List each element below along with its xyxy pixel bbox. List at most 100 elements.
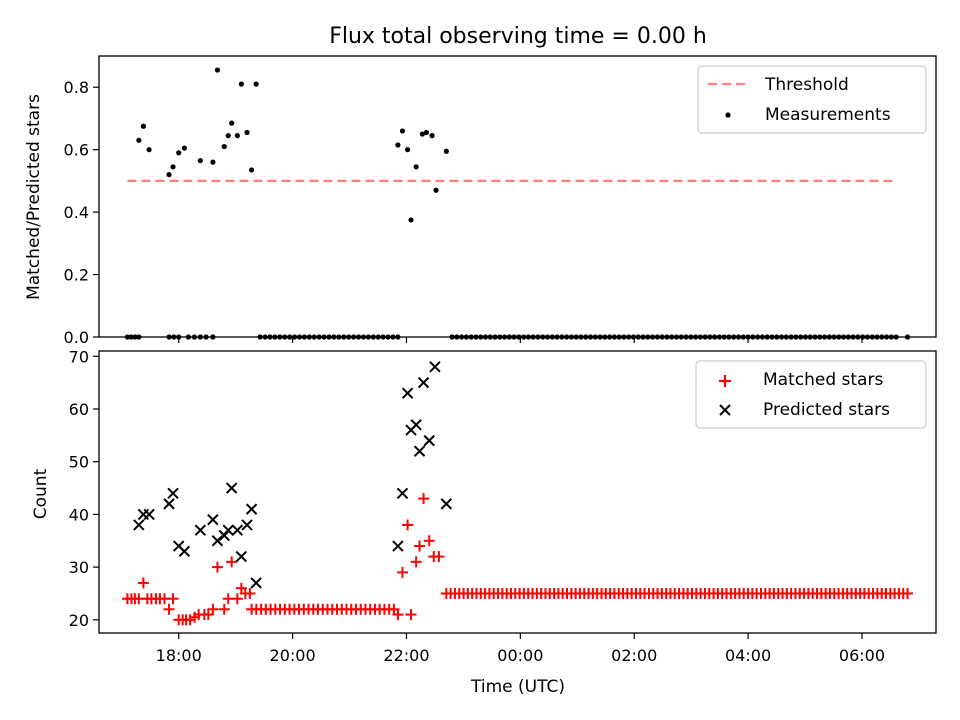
bottom-panel: 20 30 40 50 60 70 18:00 20:00 22:00 00:00 02:00 04… bbox=[31, 347, 937, 697]
bottom-y-axis-label: Count bbox=[31, 468, 51, 519]
predicted-star-point bbox=[429, 361, 441, 373]
measurement-point bbox=[225, 133, 231, 139]
measurement-point bbox=[433, 187, 439, 193]
matched-star-point bbox=[163, 603, 175, 615]
measurement-point bbox=[408, 217, 414, 223]
legend-matched-label: Matched stars bbox=[763, 370, 883, 390]
x-tick-label: 18:00 bbox=[156, 646, 202, 665]
predicted-star-point bbox=[143, 508, 155, 521]
bottom-x-ticks: 18:00 20:00 22:00 00:00 02:00 04:00 06:00 bbox=[156, 633, 885, 665]
matched-star-point bbox=[218, 603, 230, 615]
x-tick-label: 00:00 bbox=[497, 646, 543, 665]
bottom-y-tick-label: 50 bbox=[69, 453, 89, 472]
predicted-star-point bbox=[235, 550, 248, 563]
matched-star-point bbox=[244, 587, 256, 599]
x-tick-label: 20:00 bbox=[270, 646, 316, 665]
predicted-star-point bbox=[194, 524, 207, 536]
matched-star-point bbox=[167, 593, 179, 605]
measurement-point bbox=[214, 67, 221, 73]
legend-predicted-swatch bbox=[719, 404, 731, 416]
measurement-point bbox=[238, 81, 244, 87]
bottom-y-tick-label: 20 bbox=[69, 611, 89, 630]
matched-star-point bbox=[396, 566, 408, 578]
matched-star-point bbox=[388, 603, 400, 615]
predicted-star-point bbox=[241, 519, 253, 531]
top-axes-frame bbox=[98, 55, 937, 338]
measurement-point bbox=[405, 147, 411, 153]
top-plot-area bbox=[124, 67, 911, 340]
x-axis-label: Time (UTC) bbox=[470, 677, 565, 697]
predicted-star-point bbox=[250, 577, 262, 589]
x-tick-label: 02:00 bbox=[611, 646, 657, 665]
matched-star-point bbox=[207, 603, 219, 615]
matched-star-point bbox=[410, 556, 422, 568]
top-y-ticks: 0.0 0.2 0.4 0.6 0.8 bbox=[64, 78, 99, 347]
measurement-point bbox=[413, 164, 419, 170]
bottom-y-tick-label: 40 bbox=[69, 505, 89, 524]
measurement-point bbox=[176, 150, 182, 156]
predicted-star-point bbox=[211, 535, 224, 547]
measurement-point bbox=[423, 129, 429, 136]
measurement-point bbox=[248, 167, 255, 173]
measurement-point bbox=[234, 133, 240, 139]
predicted-star-point bbox=[413, 445, 426, 457]
measurement-point bbox=[170, 164, 176, 170]
measurement-point bbox=[221, 143, 227, 150]
measurement-point bbox=[181, 145, 188, 151]
top-y-tick-label: 0.8 bbox=[64, 78, 89, 97]
bottom-y-tick-label: 70 bbox=[69, 347, 89, 366]
measurement-point bbox=[166, 172, 172, 178]
predicted-star-point bbox=[167, 487, 179, 500]
bottom-y-tick-label: 30 bbox=[69, 558, 89, 577]
predicted-star-point bbox=[417, 376, 430, 389]
top-y-axis-label: Matched/Predicted stars bbox=[24, 94, 44, 300]
top-y-tick-label: 0.6 bbox=[64, 141, 89, 160]
predicted-star-point bbox=[222, 524, 234, 536]
measurement-point bbox=[429, 133, 435, 139]
legend-predicted-label: Predicted stars bbox=[763, 400, 890, 420]
matched-star-point bbox=[423, 535, 435, 547]
bottom-legend: Matched stars Predicted stars bbox=[695, 360, 927, 429]
bottom-y-ticks: 20 30 40 50 60 70 bbox=[69, 347, 99, 630]
measurement-point bbox=[244, 129, 250, 136]
predicted-star-point bbox=[396, 487, 409, 500]
measurement-point bbox=[146, 147, 152, 153]
top-legend-box bbox=[697, 65, 927, 134]
legend-measurements-swatch bbox=[725, 112, 731, 118]
chart-title: Flux total observing time = 0.00 h bbox=[329, 24, 707, 49]
x-tick-label: 06:00 bbox=[839, 646, 885, 665]
measurement-point bbox=[140, 123, 147, 129]
legend-matched-swatch bbox=[719, 375, 731, 387]
matched-star-point bbox=[402, 519, 414, 531]
bottom-y-tick-label: 60 bbox=[69, 400, 89, 419]
x-tick-label: 22:00 bbox=[383, 646, 429, 665]
measurement-point bbox=[419, 131, 426, 137]
predicted-star-point bbox=[231, 524, 244, 536]
predicted-star-point bbox=[423, 434, 435, 447]
measurement-point bbox=[136, 137, 142, 143]
bottom-legend-box bbox=[695, 360, 927, 429]
predicted-star-point bbox=[207, 513, 219, 526]
bottom-plot-area bbox=[121, 361, 914, 626]
measurement-point bbox=[197, 157, 203, 164]
matched-star-point bbox=[418, 493, 430, 505]
matched-star-point bbox=[414, 540, 426, 552]
top-panel: 0.00.20.40.60.8 Matched/Predicted stars … bbox=[24, 55, 937, 347]
x-tick-label: 04:00 bbox=[725, 646, 771, 665]
measurement-point bbox=[210, 159, 216, 165]
legend-measurements-label: Measurements bbox=[765, 105, 891, 125]
predicted-star-point bbox=[133, 519, 145, 531]
matched-star-point bbox=[211, 561, 223, 573]
measurement-point bbox=[253, 81, 259, 87]
top-legend: Threshold Measurements bbox=[697, 65, 927, 134]
matched-star-point bbox=[902, 587, 914, 599]
predicted-star-point bbox=[401, 387, 414, 399]
predicted-star-point bbox=[440, 498, 453, 510]
matched-star-point bbox=[405, 609, 417, 621]
measurement-point bbox=[395, 142, 401, 148]
predicted-star-point bbox=[392, 540, 404, 552]
top-y-tick-label: 0.4 bbox=[64, 203, 89, 222]
legend-threshold-label: Threshold bbox=[764, 75, 849, 95]
matched-star-point bbox=[231, 593, 243, 605]
